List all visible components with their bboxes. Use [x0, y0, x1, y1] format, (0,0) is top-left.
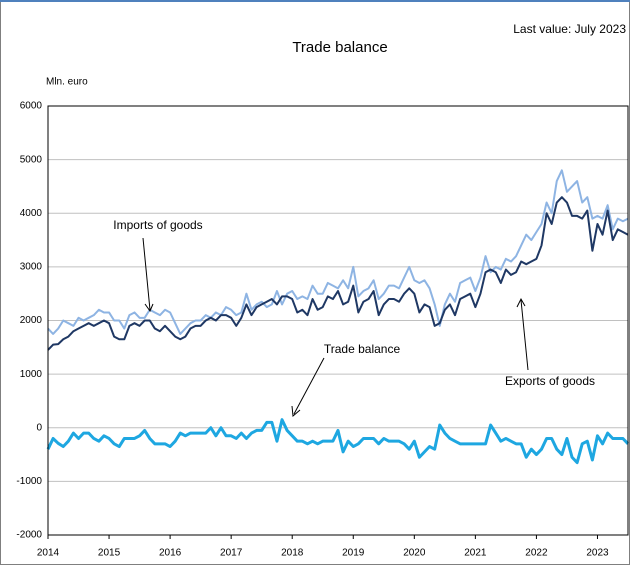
series-line	[47, 169, 629, 335]
y-tick-label: 0	[36, 422, 42, 433]
annotation: Imports of goods	[113, 218, 202, 232]
series-line	[46, 418, 630, 465]
x-tick-label: 2016	[159, 548, 182, 559]
y-axis-label: Mln. euro	[46, 77, 88, 88]
x-tick-label: 2017	[220, 548, 243, 559]
arrow	[520, 299, 529, 371]
arrowhead	[516, 297, 526, 308]
y-tick-label: 2000	[20, 315, 43, 326]
plot-border	[47, 105, 629, 536]
y-tick-label: 6000	[20, 101, 43, 112]
arrow	[142, 237, 151, 311]
y-tick-label: 3000	[20, 262, 43, 273]
x-tick-label: 2015	[98, 548, 121, 559]
x-tick-label: 2014	[37, 548, 60, 559]
arrowhead	[144, 303, 154, 313]
annotation-arrows	[142, 237, 529, 418]
x-tick-label: 2022	[525, 548, 548, 559]
series	[46, 169, 630, 465]
annotation: Exports of goods	[505, 374, 595, 388]
annotation: Trade balance	[324, 342, 401, 356]
arrowhead	[291, 405, 301, 418]
y-tick-label: 4000	[20, 208, 43, 219]
chart-title: Trade balance	[292, 39, 387, 56]
x-tick-label: 2018	[281, 548, 304, 559]
y-tick-label: -1000	[16, 476, 42, 487]
subtitle: Last value: July 2023	[513, 22, 626, 36]
y-tick-label: 1000	[20, 369, 43, 380]
x-tick-label: 2023	[586, 548, 609, 559]
grid	[48, 105, 628, 536]
x-tick-label: 2019	[342, 548, 365, 559]
arrow	[293, 357, 325, 415]
series-line	[47, 196, 629, 351]
y-tick-label: 5000	[20, 154, 43, 165]
x-tick-label: 2021	[464, 548, 487, 559]
y-tick-label: -2000	[16, 530, 42, 541]
x-tick-label: 2020	[403, 548, 426, 559]
